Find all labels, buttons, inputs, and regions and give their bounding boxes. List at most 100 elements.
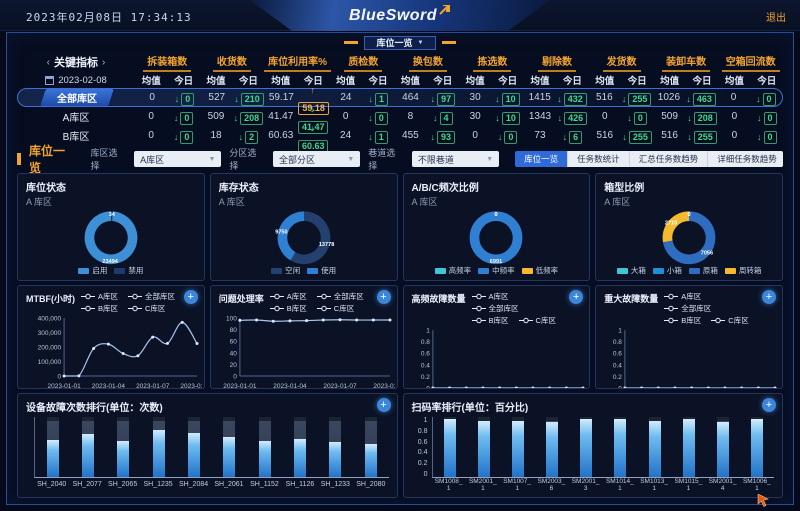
tab-accent-left	[343, 41, 358, 44]
legend-item[interactable]: C库区	[128, 303, 165, 314]
legend-item[interactable]: 全部库区	[316, 291, 364, 302]
kpi-row[interactable]: 全部库区 0 ↓ 0 527 ↓ 210 59.17 ↑59.18 24 ↓ 1 464 ↓ 97 30 ↓ 10…	[17, 85, 783, 115]
bar	[477, 421, 490, 477]
legend-item[interactable]: B库区	[269, 303, 307, 314]
kpi-column-header: 发货数	[589, 53, 654, 72]
y-tick-label: 400,000	[38, 316, 62, 323]
bar-column[interactable]	[353, 417, 388, 477]
legend-item[interactable]: 小箱	[652, 265, 682, 276]
bar-column[interactable]	[672, 417, 706, 477]
bar-column[interactable]	[212, 417, 247, 477]
view-tab-summary-trend[interactable]: 汇总任务数趋势	[628, 151, 708, 167]
chart-legend: 空闲 使用	[211, 265, 397, 276]
legend-item[interactable]: 全部库区	[664, 303, 711, 314]
expand-button[interactable]: +	[762, 398, 776, 412]
kpi-cell: 0 ↓ 0	[329, 108, 394, 126]
bar-column[interactable]	[176, 417, 211, 477]
legend-line-marker	[316, 305, 331, 312]
expand-button[interactable]: +	[183, 290, 198, 304]
chevron-right-icon[interactable]: ›	[102, 56, 106, 68]
expand-button[interactable]: +	[376, 398, 391, 412]
kpi-avg-value: 30	[469, 92, 481, 103]
area-select[interactable]: A库区 ▼	[134, 151, 222, 167]
legend-item[interactable]: 使用	[307, 265, 336, 276]
bar-column[interactable]	[141, 417, 176, 477]
kpi-today-box: 208	[240, 111, 264, 125]
view-tab-detail-trend[interactable]: 详细任务数趋势	[707, 151, 783, 167]
data-point	[740, 386, 744, 388]
bar-column[interactable]	[70, 417, 105, 477]
kpi-cell: 509 ↓ 208	[200, 108, 265, 126]
zone-select-value: 全部分区	[279, 154, 316, 165]
bar-column[interactable]	[569, 417, 603, 477]
legend-item[interactable]: B库区	[664, 315, 701, 326]
kpi-column-header: 收货数	[200, 53, 265, 72]
kpi-column-header: 剔除数	[525, 53, 590, 72]
kpi-avg-value: 0	[148, 130, 154, 141]
legend-item[interactable]: 全部库区	[128, 291, 175, 302]
kpi-avg-value: 0	[730, 92, 737, 103]
kpi-avg-value: 0	[731, 130, 738, 141]
bar-column[interactable]	[106, 417, 141, 477]
line-chart-row: + MTBF(小时) A库区 全部库区 B库区 C库区 0 100,000 200,000 30…	[17, 285, 783, 389]
arrow-down-icon: ↓	[757, 131, 762, 142]
kpi-subcol-avg: 均值	[660, 76, 680, 87]
bar-column[interactable]	[501, 417, 535, 477]
kpi-subcols: 均值 今日	[524, 73, 589, 87]
view-tab-task-count[interactable]: 任务数统计	[567, 151, 629, 167]
bar-column[interactable]	[535, 417, 569, 477]
expand-button[interactable]: +	[376, 290, 391, 304]
legend-item[interactable]: A库区	[664, 291, 701, 302]
legend-swatch	[652, 267, 664, 274]
bar-column[interactable]	[247, 417, 282, 477]
logout-link[interactable]: 退出	[766, 13, 786, 24]
bar-column[interactable]	[706, 417, 740, 477]
kpi-today-value: ↓ 0	[751, 108, 783, 126]
bar-plot-area: SH_2040 SH_2077 SH_2065 SH_1235 SH_2084 SH_20…	[34, 417, 389, 492]
zone-select[interactable]: 全部分区 ▼	[273, 151, 361, 167]
arrow-down-icon: ↓	[430, 131, 436, 142]
kpi-date-cell[interactable]: 2023-02-08	[17, 75, 135, 86]
legend-item[interactable]: 全部库区	[471, 303, 519, 314]
legend-item[interactable]: 高频率	[434, 265, 471, 276]
bar-column[interactable]	[637, 417, 671, 477]
legend-item[interactable]: 空闲	[271, 265, 300, 276]
aisle-select[interactable]: 不限巷道 ▼	[411, 151, 500, 167]
chevron-left-icon[interactable]: ‹	[46, 56, 50, 68]
legend-item[interactable]: C库区	[316, 303, 354, 314]
kpi-row[interactable]: B库区 0 ↓ 0 18 ↓ 2 60.63 ↓60.63 24 ↓ 1 455 ↓ 93 0 ↓ 0 73 ↓ 6 51…	[17, 123, 783, 153]
page-tab[interactable]: 库位一览 ▼	[363, 35, 437, 50]
view-tab-location-overview[interactable]: 库位一览	[515, 151, 568, 167]
legend-item[interactable]: B库区	[81, 303, 118, 314]
legend-item[interactable]: 原箱	[688, 265, 718, 276]
legend-item[interactable]: C库区	[518, 315, 556, 326]
kpi-column-header: 库位利用率%	[264, 53, 332, 72]
legend-item[interactable]: B库区	[471, 315, 509, 326]
expand-button[interactable]: +	[569, 290, 584, 304]
legend-item[interactable]: 大箱	[616, 265, 646, 276]
kpi-row[interactable]: A库区 0 ↓ 0 509 ↓ 208 41.47 ↓41.47 0 ↓ 0 8 ↓ 4 30 ↓ 10 1343 ↓…	[17, 104, 783, 134]
bar-column[interactable]	[282, 417, 317, 477]
legend-item[interactable]: A库区	[471, 291, 509, 302]
legend-item[interactable]: A库区	[269, 291, 307, 302]
bar-column[interactable]	[318, 417, 353, 477]
kpi-column-title: 拣选数	[473, 53, 512, 72]
legend-item[interactable]: 低频率	[521, 265, 558, 276]
legend-item[interactable]: C库区	[711, 315, 749, 326]
bar-column[interactable]	[740, 417, 774, 477]
bar-column[interactable]	[35, 417, 70, 477]
chart-panel-slot-status: 库位状态 A 库区 34 23494 启用 禁用	[17, 173, 205, 281]
bar-column[interactable]	[603, 417, 637, 477]
legend-item[interactable]: 禁用	[114, 265, 143, 276]
bar-column[interactable]	[467, 417, 501, 477]
legend-line-marker	[471, 317, 486, 324]
legend-swatch	[724, 267, 736, 274]
bar-column[interactable]	[433, 417, 467, 477]
legend-item[interactable]: 周转箱	[724, 265, 761, 276]
legend-item[interactable]: A库区	[81, 291, 118, 302]
kpi-subcol-avg: 均值	[724, 76, 744, 87]
expand-button[interactable]: +	[762, 290, 776, 304]
kpi-today-box: 0	[504, 130, 518, 144]
legend-item[interactable]: 中频率	[478, 265, 515, 276]
legend-item[interactable]: 启用	[78, 265, 107, 276]
